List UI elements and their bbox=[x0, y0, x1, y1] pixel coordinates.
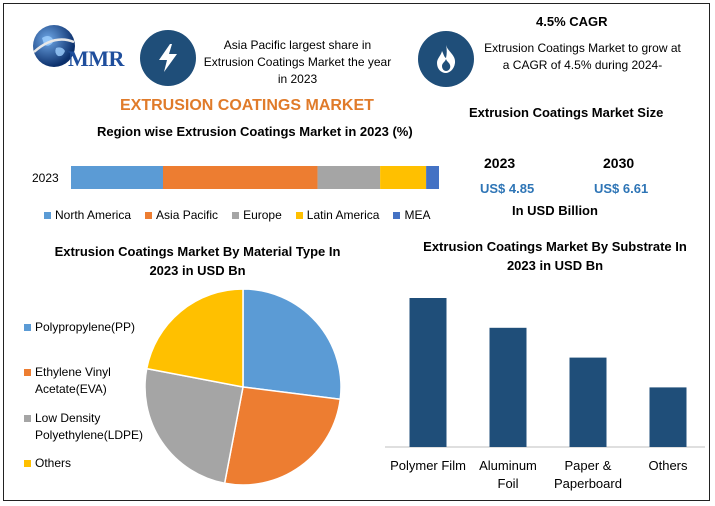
region-legend: North America Asia Pacific Europe Latin Ame… bbox=[44, 208, 430, 222]
legend-item-north-america: North America bbox=[44, 208, 131, 222]
region-category-label: 2023 bbox=[32, 171, 59, 185]
substrate-chart-title: Extrusion Coatings Market By Substrate I… bbox=[423, 239, 687, 273]
mmr-logo: MMR bbox=[30, 18, 140, 80]
region-chart-title: Region wise Extrusion Coatings Market in… bbox=[97, 124, 413, 139]
legend-label: Polyethylene(LDPE) bbox=[35, 428, 144, 442]
material-chart-title: Extrusion Coatings Market By Material Ty… bbox=[54, 244, 341, 278]
market-size-year-2030: 2030 bbox=[603, 155, 635, 171]
legend-label: Asia Pacific bbox=[156, 208, 219, 222]
market-size-year-2023: 2023 bbox=[484, 155, 516, 171]
legend-label: Others bbox=[35, 456, 72, 470]
legend-label: North America bbox=[55, 208, 132, 222]
bar-paper-paperboard bbox=[569, 357, 607, 447]
legend-swatch bbox=[393, 211, 401, 219]
legend-label: Acetate(EVA) bbox=[35, 382, 107, 396]
pie-legend-item-others: Others bbox=[24, 455, 71, 472]
bar-others bbox=[649, 387, 687, 447]
x-tick-label-others: Others bbox=[648, 458, 688, 473]
legend-swatch bbox=[295, 211, 303, 219]
legend-label: Polypropylene(PP) bbox=[35, 320, 136, 334]
legend-swatch bbox=[24, 460, 31, 467]
legend-label: Europe bbox=[243, 208, 282, 222]
pie-slice-ethylene-vinyl-acetate-eva bbox=[223, 386, 342, 486]
page-title: EXTRUSION COATINGS MARKET bbox=[120, 97, 374, 114]
market-size-unit: In USD Billion bbox=[512, 203, 598, 218]
pie-legend-item-polypropylene-pp: Polypropylene(PP) bbox=[24, 319, 135, 336]
pie-slice-others bbox=[145, 288, 244, 388]
pie-legend-item-low-density-polyethylene-ldpe: Low Density Polyethylene(LDPE) bbox=[24, 410, 143, 444]
stack-segment-asia-pacific bbox=[163, 166, 318, 189]
infographic-frame bbox=[3, 3, 710, 501]
legend-label: Latin America bbox=[306, 208, 380, 222]
bar-polymer-film bbox=[409, 298, 447, 447]
lightning-icon bbox=[140, 30, 196, 86]
flame-icon bbox=[418, 31, 474, 87]
pie-legend-item-ethylene-vinyl-acetate-eva: Ethylene Vinyl Acetate(EVA) bbox=[24, 364, 111, 398]
stack-segment-mea bbox=[426, 166, 439, 189]
pie-slice-polypropylene-pp bbox=[242, 288, 342, 401]
logo-text: MMR bbox=[68, 46, 124, 71]
legend-swatch bbox=[232, 211, 240, 219]
x-tick-label-polymer-film: Polymer Film bbox=[390, 458, 466, 473]
legend-item-europe: Europe bbox=[232, 208, 282, 222]
legend-swatch bbox=[24, 369, 31, 376]
legend-item-latin-america: Latin America bbox=[295, 208, 380, 222]
legend-item-asia-pacific: Asia Pacific bbox=[145, 208, 218, 222]
market-size-value-2023: US$ 4.85 bbox=[480, 181, 535, 196]
cagr-title: 4.5% CAGR bbox=[536, 14, 608, 29]
legend-swatch bbox=[145, 211, 153, 219]
legend-swatch bbox=[24, 324, 31, 331]
bar-aluminum-foil bbox=[489, 327, 527, 447]
legend-swatch bbox=[24, 415, 31, 422]
legend-item-mea: MEA bbox=[393, 208, 430, 222]
pie-slice-low-density-polyethylene-ldpe bbox=[144, 367, 244, 485]
x-tick-label-paper-paperboard: Paper & Paperboard bbox=[554, 458, 622, 491]
globe-icon bbox=[33, 25, 75, 67]
market-size-title: Extrusion Coatings Market Size bbox=[469, 105, 664, 120]
stack-segment-north-america bbox=[71, 166, 163, 189]
highlight-asia-pacific: Asia Pacific largest share in Extrusion … bbox=[203, 38, 392, 86]
legend-label: Low Density bbox=[35, 411, 101, 425]
stack-segment-latin-america bbox=[380, 166, 427, 189]
legend-label: Ethylene Vinyl bbox=[35, 365, 111, 379]
legend-label: MEA bbox=[404, 208, 431, 222]
cagr-text: Extrusion Coatings Market to grow at a C… bbox=[484, 41, 681, 72]
legend-swatch bbox=[44, 211, 51, 219]
stack-segment-europe bbox=[317, 166, 381, 189]
x-tick-label-aluminum-foil: Aluminum Foil bbox=[479, 458, 537, 491]
market-size-value-2030: US$ 6.61 bbox=[594, 181, 649, 196]
